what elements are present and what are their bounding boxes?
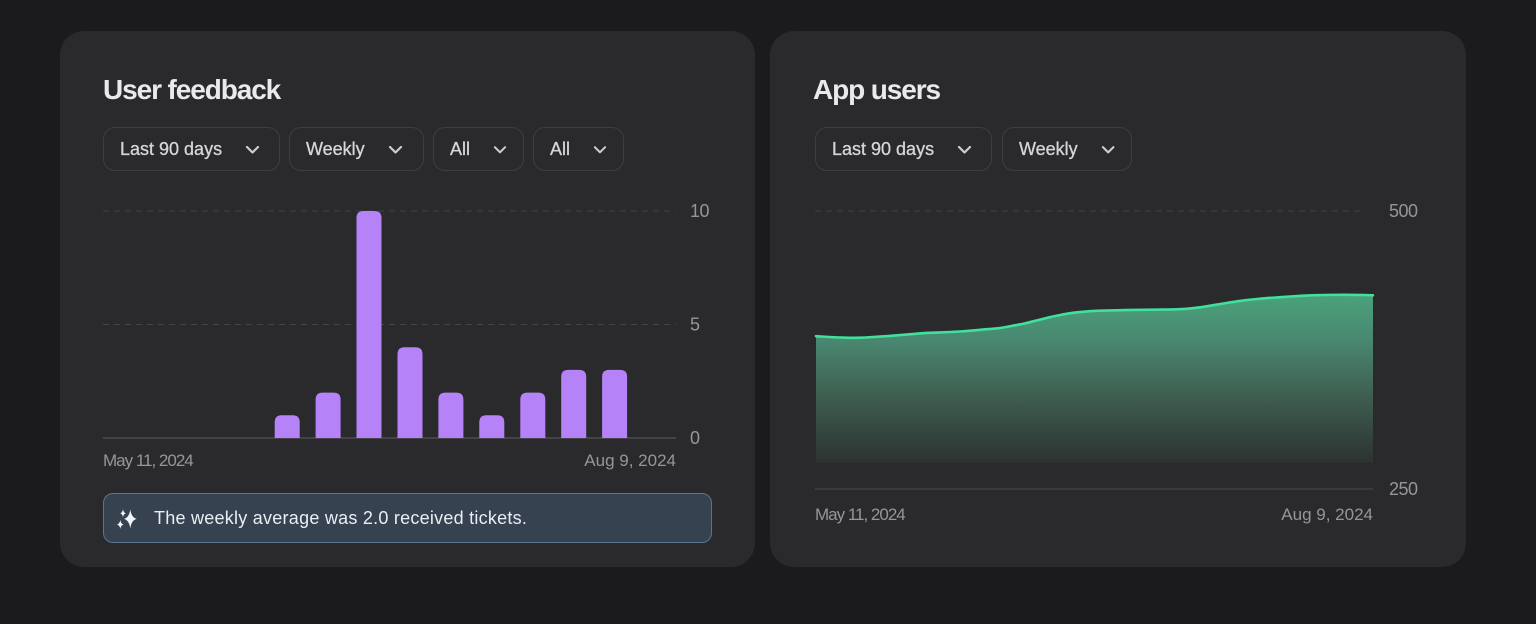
svg-text:10: 10 [690, 201, 710, 221]
svg-text:5: 5 [690, 315, 700, 335]
svg-text:0: 0 [690, 428, 700, 448]
svg-text:500: 500 [1389, 201, 1418, 221]
svg-text:250: 250 [1389, 479, 1418, 499]
